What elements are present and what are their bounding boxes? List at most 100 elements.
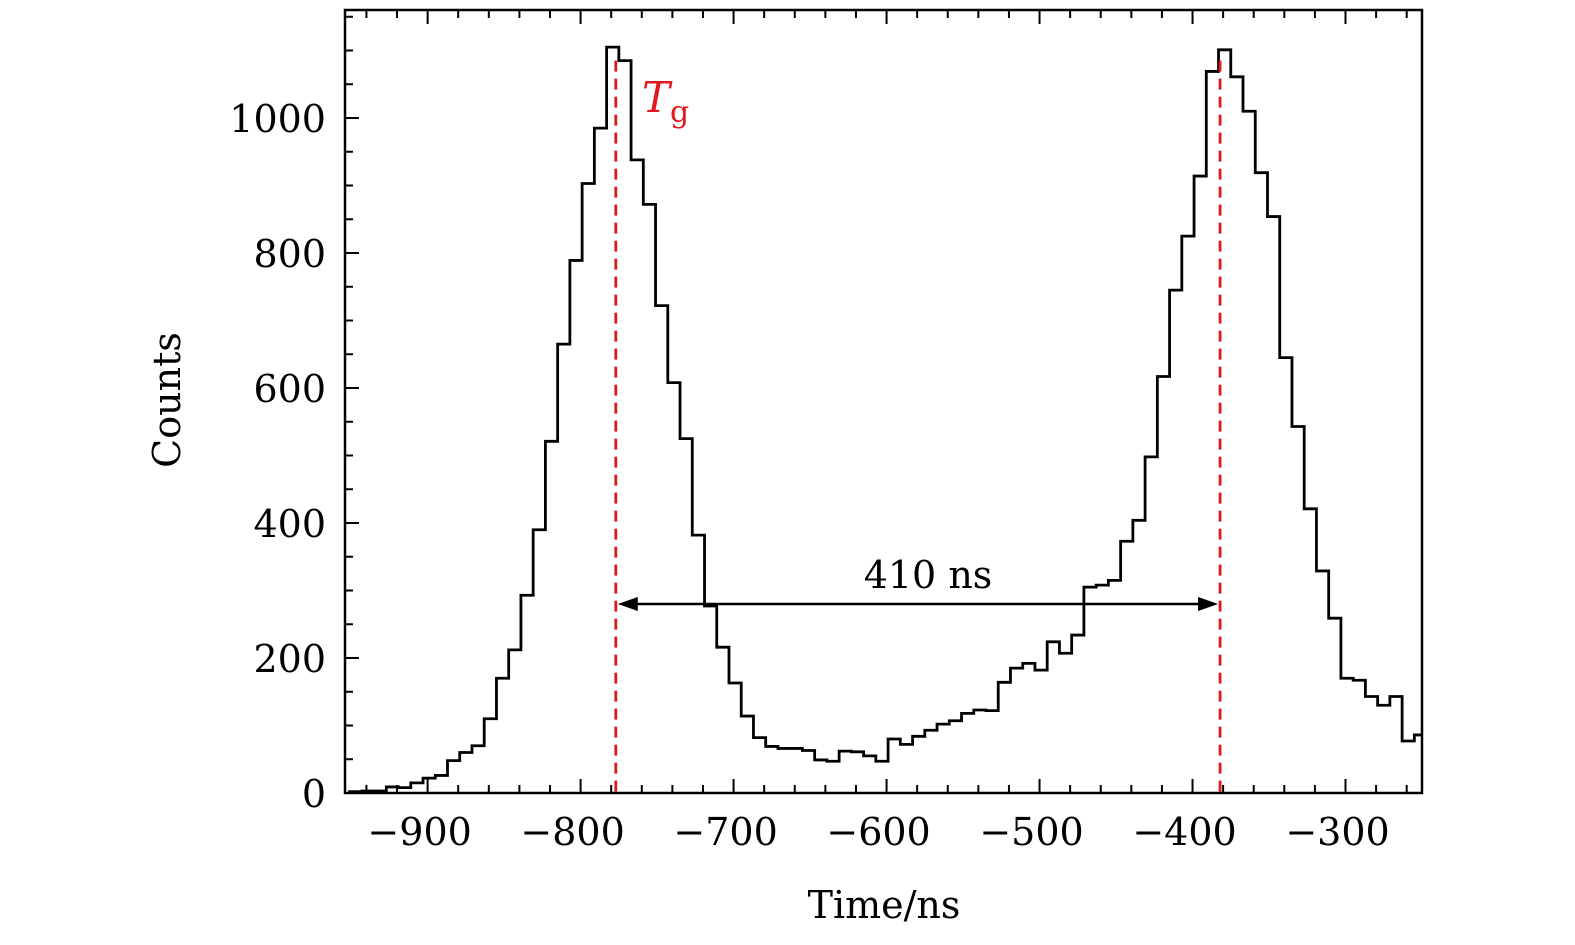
histogram-bin (900, 744, 912, 793)
histogram-bin (594, 128, 606, 793)
histogram-bin (484, 719, 496, 793)
histogram-bin (1072, 635, 1084, 793)
histogram-bin (668, 383, 680, 793)
x-tick-label: −900 (367, 810, 471, 854)
histogram-bin (839, 751, 851, 793)
x-tick-label: −700 (673, 810, 777, 854)
histogram-bin (472, 746, 484, 793)
y-tick-label: 400 (253, 502, 326, 546)
histogram-bin (1047, 642, 1059, 793)
histogram-bin (753, 738, 765, 793)
histogram-bin (1182, 236, 1194, 793)
interval-label: 410 ns (864, 553, 993, 597)
histogram-bin (1133, 520, 1145, 793)
x-axis-label: Time/ns (808, 883, 961, 927)
histogram-bin (1378, 705, 1390, 793)
histogram-bin (570, 260, 582, 793)
histogram-bin (411, 783, 423, 793)
y-tick-label: 0 (302, 772, 326, 816)
histogram-bin (1280, 358, 1292, 793)
histogram-bin (925, 730, 937, 793)
x-tick-label: −300 (1285, 810, 1389, 854)
histogram-bin (974, 710, 986, 793)
histogram-bin (545, 441, 557, 793)
histogram-bin (1108, 580, 1120, 793)
tg-label-main: T (642, 73, 673, 122)
histogram-bin (1390, 696, 1402, 793)
histogram-bin (1194, 176, 1206, 793)
histogram-bin (1243, 111, 1255, 793)
histogram-bin (1206, 71, 1218, 793)
tg-label: Tg (642, 73, 689, 130)
histogram-bin (888, 739, 900, 793)
histogram-bin (558, 344, 570, 793)
histogram-bin (496, 678, 508, 793)
histogram-bin (680, 439, 692, 793)
histogram-bin (692, 535, 704, 793)
histogram-bin (851, 752, 863, 793)
histogram-bin (1035, 670, 1047, 793)
arrow-head-right-icon (1198, 597, 1219, 611)
histogram-bin (643, 204, 655, 793)
y-axis-label: Counts (145, 332, 189, 468)
histogram-bin (913, 736, 925, 793)
histogram-bin (705, 606, 717, 793)
histogram-bin (435, 775, 447, 793)
histogram-bin (741, 716, 753, 793)
histogram-bin (1084, 587, 1096, 793)
histogram-bin (1121, 541, 1133, 793)
y-tick-label: 200 (253, 637, 326, 681)
histogram-bin (1402, 741, 1414, 793)
histogram-bin (864, 756, 876, 793)
histogram-bin (1353, 680, 1365, 793)
histogram-bin (1010, 668, 1022, 793)
histogram-bin (949, 721, 961, 793)
histogram-step-line (348, 45, 1422, 794)
histogram-bin (656, 306, 668, 793)
histogram-bin (1341, 678, 1353, 793)
histogram-bin (631, 160, 643, 793)
histogram-bin (1304, 509, 1316, 793)
histogram-bin (1365, 696, 1377, 793)
histogram-bin (802, 750, 814, 793)
histogram-bin (1096, 585, 1108, 793)
x-tick-label: −800 (520, 810, 624, 854)
histogram-bin (986, 711, 998, 793)
histogram-bin (998, 682, 1010, 793)
histogram-bin (827, 761, 839, 793)
histogram-bin (533, 530, 545, 793)
histogram-bin (1231, 77, 1243, 793)
y-tick-label: 800 (253, 232, 326, 276)
histogram-bin (1255, 173, 1267, 793)
arrow-head-left-icon (617, 597, 638, 611)
histogram-bin (460, 753, 472, 794)
histogram-bin (1267, 217, 1279, 793)
histogram-bin (1157, 377, 1169, 793)
histogram-bin (582, 183, 594, 793)
histogram-bin (1145, 457, 1157, 793)
histogram-bin (790, 748, 802, 793)
histogram-bin (619, 61, 631, 793)
histogram-bin (717, 647, 729, 793)
histogram-bin (1316, 571, 1328, 793)
histogram-bin (937, 724, 949, 793)
histogram-bin (521, 595, 533, 793)
histogram-bin (423, 778, 435, 793)
plot-frame (343, 8, 1424, 795)
histogram-bin (1023, 663, 1035, 793)
histogram-bin (766, 746, 778, 793)
histogram-bin (778, 748, 790, 793)
histogram-bin (509, 650, 521, 793)
x-tick-label: −600 (826, 810, 930, 854)
histogram-bin (1329, 618, 1341, 793)
histogram-bin (962, 713, 974, 793)
histogram-bin (1170, 290, 1182, 793)
histogram-bin (1059, 653, 1071, 793)
x-tick-label: −400 (1132, 810, 1236, 854)
y-tick-label: 600 (253, 367, 326, 411)
y-tick-label: 1000 (229, 97, 326, 141)
histogram-bin (729, 683, 741, 793)
histogram-bin (1292, 426, 1304, 793)
tg-label-sub: g (670, 95, 689, 130)
